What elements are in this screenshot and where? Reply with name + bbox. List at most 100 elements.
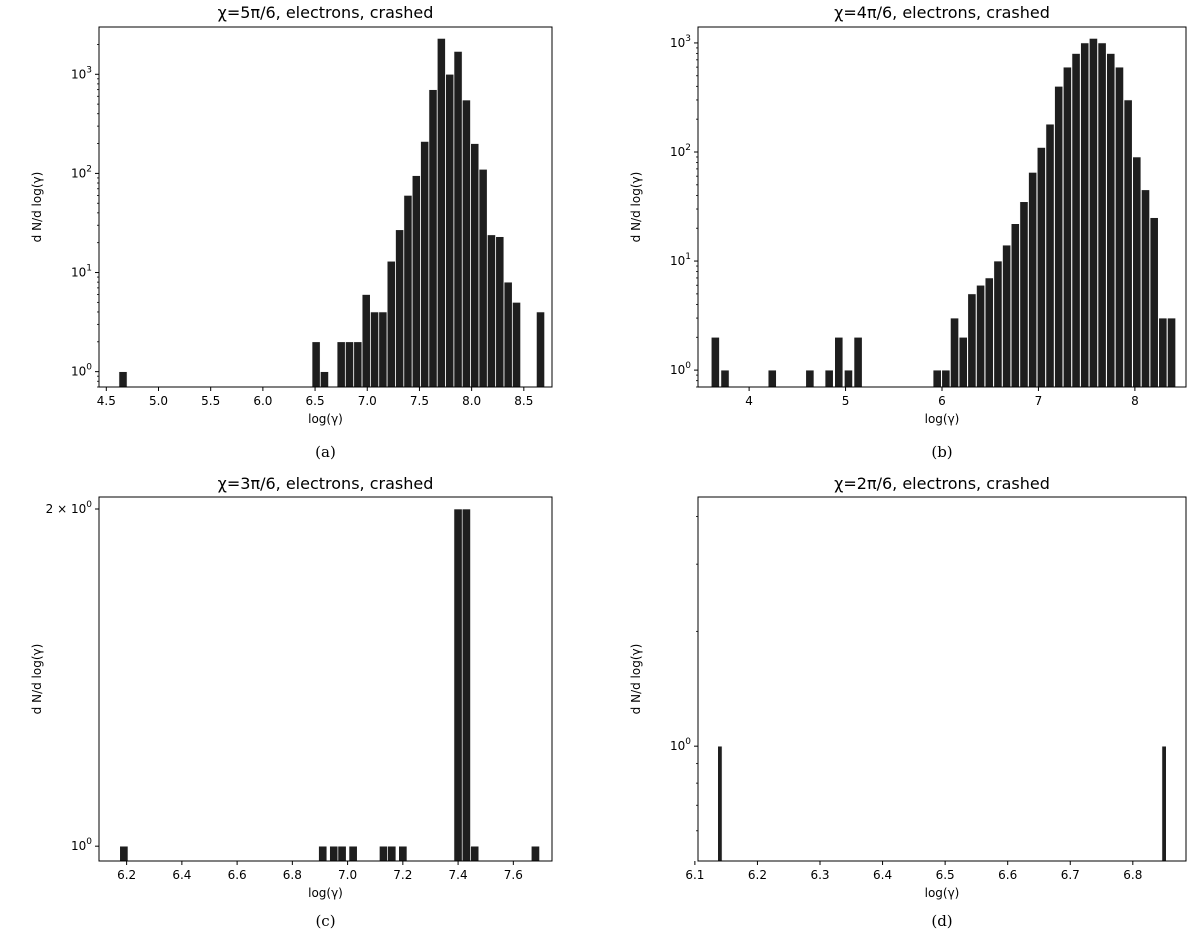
y-tick-label: 103 [670, 34, 691, 50]
bar [967, 293, 977, 388]
bars [118, 38, 545, 388]
x-tick-label: 8.5 [514, 394, 533, 408]
bars [710, 38, 1176, 388]
axes-frame [98, 496, 553, 862]
y-axis-label: d N/d log(γ) [629, 172, 643, 243]
x-tick-label: 6.4 [873, 868, 892, 882]
bar [950, 317, 959, 388]
y-tick-label: 2 × 100 [46, 500, 93, 516]
x-axis-label: log(γ) [308, 412, 343, 426]
x-tick-label: 6.0 [253, 394, 272, 408]
x-tick-label: 8 [1131, 394, 1139, 408]
bar [370, 311, 379, 388]
y-tick-label: 100 [71, 363, 92, 379]
bar [320, 371, 329, 388]
bar [717, 745, 723, 862]
bar [1036, 147, 1046, 388]
bar [445, 73, 455, 388]
bar [1089, 38, 1098, 388]
bar [1002, 244, 1012, 388]
bar [411, 175, 421, 388]
x-tick-label: 6.5 [306, 394, 325, 408]
bar [530, 845, 540, 862]
x-axis-label: log(γ) [925, 886, 960, 900]
y-tick-label: 100 [670, 737, 691, 753]
bar [1071, 53, 1081, 388]
bar [386, 260, 396, 388]
chart-title: χ=3π/6, electrons, crashed [218, 474, 434, 493]
panel-a: χ=5π/6, electrons, crashed 4.5 5.0 5.5 6.0 6.… [30, 3, 553, 461]
bar [976, 284, 985, 388]
x-tick-label: 5.0 [149, 394, 168, 408]
bar [461, 508, 471, 862]
x-tick-label: 6.5 [936, 868, 955, 882]
x-tick-label: 7.5 [410, 394, 429, 408]
bar [1132, 156, 1142, 388]
bar [1054, 86, 1064, 388]
x-tick-label: 5 [842, 394, 850, 408]
bar [361, 294, 371, 388]
x-tick-label: 7.6 [504, 868, 523, 882]
bar [428, 89, 438, 388]
bar [1045, 123, 1055, 388]
bar [378, 311, 388, 388]
bar [420, 141, 430, 388]
bar [1010, 223, 1020, 388]
bar [348, 845, 358, 862]
bar [1115, 66, 1124, 388]
y-axis-label: d N/d log(γ) [629, 644, 643, 715]
bar [353, 341, 363, 388]
panel-d: χ=2π/6, electrons, crashed 6.1 6.2 6.3 6.4 6.… [629, 474, 1187, 930]
bar [941, 369, 951, 388]
bar [824, 369, 834, 388]
x-tick-label: 7 [1035, 394, 1043, 408]
bar [118, 371, 128, 388]
bar [805, 369, 815, 388]
x-tick-label: 8.0 [462, 394, 481, 408]
bar [387, 845, 397, 862]
x-tick-label: 6.6 [998, 868, 1017, 882]
bar [710, 336, 720, 388]
bar [398, 845, 408, 862]
panel-c: χ=3π/6, electrons, crashed 6.2 6.4 6.6 6.8 7.… [30, 474, 553, 930]
bar [1062, 66, 1072, 388]
panel-caption: (a) [315, 443, 336, 461]
y-axis-label: d N/d log(γ) [30, 172, 44, 243]
y-tick-label: 103 [71, 65, 92, 81]
bar [318, 845, 328, 862]
chart-title: χ=5π/6, electrons, crashed [218, 3, 434, 22]
bar [1080, 42, 1090, 388]
bar [453, 508, 463, 862]
axes-frame [697, 496, 1187, 862]
x-tick-label: 6.1 [685, 868, 704, 882]
bar [932, 369, 942, 388]
bar [1097, 42, 1107, 388]
x-tick-label: 6.2 [748, 868, 767, 882]
bar [436, 38, 446, 388]
panel-caption: (c) [315, 912, 335, 930]
bar [495, 236, 505, 388]
bar [337, 845, 347, 862]
bar [403, 195, 413, 388]
bar [1028, 172, 1038, 388]
bar [487, 234, 496, 388]
bar [1161, 745, 1167, 862]
y-tick-label: 100 [670, 361, 691, 377]
bar [311, 341, 321, 388]
x-tick-label: 7.0 [358, 394, 377, 408]
bar [1123, 99, 1133, 388]
bar [478, 169, 488, 388]
bar [470, 143, 480, 388]
bar [119, 845, 129, 862]
panel-b: χ=4π/6, electrons, crashed 4 5 6 7 8 100 101 102… [629, 3, 1187, 461]
x-tick-label: 6.8 [283, 868, 302, 882]
x-tick-label: 4.5 [97, 394, 116, 408]
x-tick-label: 6.7 [1061, 868, 1080, 882]
x-tick-label: 6 [938, 394, 946, 408]
x-axis-label: log(γ) [925, 412, 960, 426]
bar [853, 336, 863, 388]
bar [512, 302, 521, 388]
bar [395, 229, 404, 388]
bar [1141, 189, 1150, 388]
chart-title: χ=4π/6, electrons, crashed [834, 3, 1050, 22]
